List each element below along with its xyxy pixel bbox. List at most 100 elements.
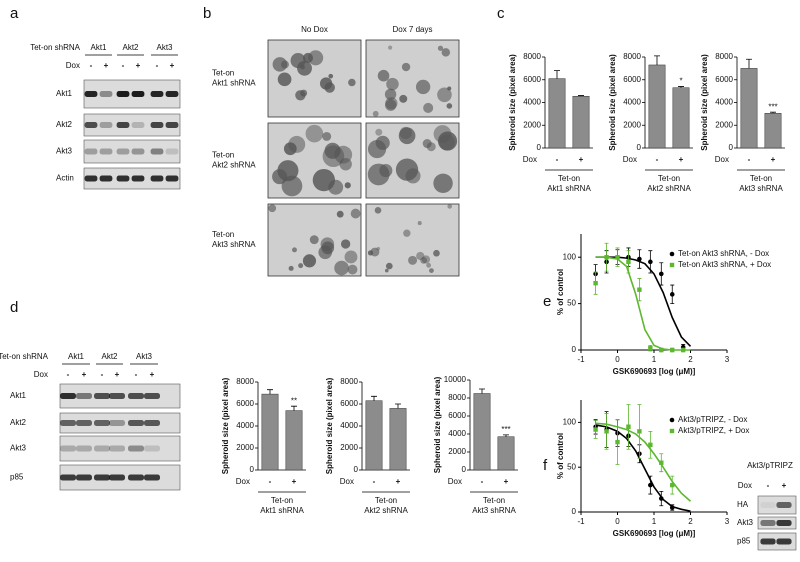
data-point <box>669 505 675 510</box>
spheroid <box>298 263 304 269</box>
blot-band <box>760 520 776 526</box>
legend-label: Akt3/pTRIPZ, + Dox <box>678 426 749 435</box>
data-point <box>604 255 609 260</box>
bar <box>365 400 383 471</box>
x-tick-label: - <box>656 155 659 164</box>
spheroid <box>386 77 399 91</box>
x-tick-label: - <box>269 477 272 486</box>
spheroid <box>340 239 351 249</box>
y-tick-label: 0 <box>572 345 577 354</box>
blot-band <box>76 445 92 452</box>
x-tick-label: + <box>579 155 584 164</box>
error-bar <box>678 86 684 88</box>
spheroid <box>423 102 434 113</box>
row-label: Tet-on <box>212 230 234 239</box>
error-bar <box>479 388 485 394</box>
blot-band <box>128 445 144 452</box>
y-axis-label: % of control <box>556 433 565 479</box>
spheroid <box>305 124 324 143</box>
spheroid <box>367 163 390 186</box>
blot-band <box>776 538 792 545</box>
bar <box>389 408 407 471</box>
bar <box>572 95 590 149</box>
y-tick-label: 6000 <box>448 411 466 420</box>
fit-curve <box>595 422 692 502</box>
panel-label: b <box>203 5 211 22</box>
spheroid <box>385 97 398 110</box>
data-point <box>659 496 664 501</box>
dox-sign: + <box>104 61 109 70</box>
data-point <box>626 424 631 430</box>
y-axis-label: Spheroid size (pixel area) <box>325 377 334 474</box>
x-tick-label: 1 <box>652 517 657 526</box>
bar <box>764 113 782 149</box>
dox-sign: - <box>90 61 93 70</box>
blot-band <box>99 148 113 155</box>
dox-sign: + <box>82 370 87 379</box>
blot-band <box>165 91 179 97</box>
x-axis-label: Dox <box>340 477 354 486</box>
dox-sign: - <box>122 61 125 70</box>
x-tick-label: 0 <box>615 355 620 364</box>
dox-sign: - <box>135 370 138 379</box>
spheroid <box>283 142 297 156</box>
x-axis-label: Dox <box>236 477 250 486</box>
error-bar <box>578 95 584 97</box>
blot-strip <box>83 113 181 137</box>
spheroid <box>309 235 319 245</box>
error-bar <box>654 55 660 65</box>
blot-row-label: Akt2 <box>10 418 27 427</box>
legend-marker <box>669 417 675 423</box>
y-tick-label: 6000 <box>340 399 358 408</box>
blot-band <box>165 122 179 128</box>
blot-band <box>94 445 110 452</box>
x-tick-label: - <box>481 477 484 486</box>
spheroid <box>441 48 451 57</box>
y-axis-label: Spheroid size (pixel area) <box>221 377 230 474</box>
y-tick-label: 0 <box>572 507 577 516</box>
spheroid <box>318 245 333 260</box>
bar <box>740 68 758 149</box>
significance: *** <box>768 102 777 111</box>
dox-label: Dox <box>34 370 48 379</box>
blot-band <box>776 502 792 508</box>
blot-header: Akt3/pTRIPZ <box>747 461 793 470</box>
y-tick-label: 2000 <box>448 447 466 456</box>
data-point <box>670 482 675 488</box>
row-label: Akt1 shRNA <box>212 79 256 88</box>
spheroid <box>377 69 390 82</box>
x-axis-label: Dox <box>523 155 537 164</box>
dox-label: Dox <box>738 481 752 490</box>
data-point <box>659 271 664 277</box>
data-point <box>659 347 664 353</box>
bar <box>261 393 279 471</box>
blot-row-label: Akt3 <box>10 444 27 453</box>
data-point <box>593 427 598 432</box>
blot-band <box>60 420 76 426</box>
blot-band <box>144 474 160 481</box>
bar <box>497 436 515 471</box>
x-tick-label: + <box>771 155 776 164</box>
blot-row-label: Akt3 <box>737 518 754 527</box>
spheroid <box>344 250 358 264</box>
group-label: Akt3 <box>156 43 173 52</box>
blot-band <box>131 148 145 155</box>
row-label: Tet-on <box>212 69 234 78</box>
blot-band <box>84 91 98 97</box>
blot-band <box>60 474 76 481</box>
group-label: Akt1 <box>68 352 85 361</box>
spheroid <box>433 249 440 257</box>
panel-label: d <box>10 299 18 316</box>
blot-band <box>60 445 76 452</box>
y-tick-label: 0 <box>637 143 642 152</box>
error-bar <box>291 405 297 411</box>
significance: *** <box>501 425 510 434</box>
bar <box>548 78 566 149</box>
legend-label: Akt3/pTRIPZ, - Dox <box>678 415 747 424</box>
blot-band <box>150 91 164 97</box>
spheroid <box>268 204 277 213</box>
spheroid <box>447 204 453 209</box>
blot-strip <box>59 435 181 462</box>
blot-row-label: Akt1 <box>56 89 73 98</box>
